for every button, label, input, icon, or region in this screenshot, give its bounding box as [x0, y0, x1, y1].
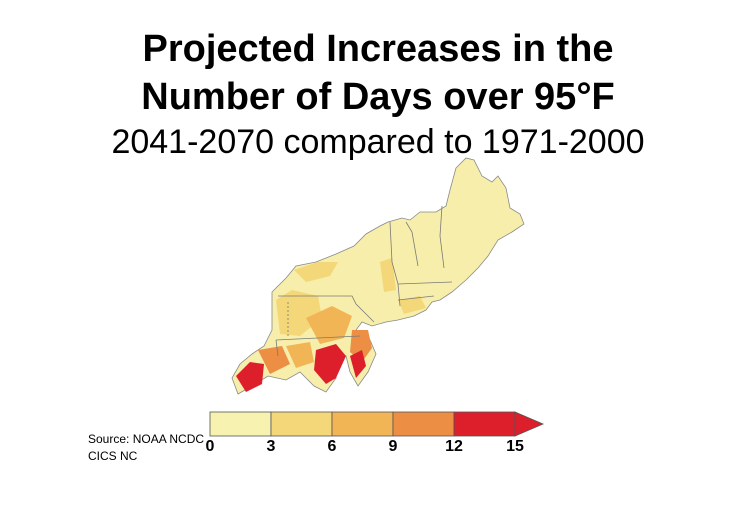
heat-zone-hudson [380, 258, 396, 292]
map-title-line-1: Projected Increases in the [142, 28, 614, 70]
border-ma-south [397, 281, 453, 285]
state-borders [275, 205, 453, 357]
border-vt-nh [405, 221, 419, 267]
heat-zone-wv-mountain [236, 362, 264, 392]
map-title-line-2: Number of Days over 95°F [141, 76, 615, 118]
border-ny-pa [278, 295, 365, 313]
colorbar-segment-4 [453, 411, 516, 437]
colorbar-segment-3 [392, 411, 455, 437]
colorbar-tick-label: 0 [205, 438, 215, 455]
heat-zone-md-west [286, 342, 314, 368]
heat-zone-lake-erie [294, 262, 338, 282]
colorbar-tick-label: 9 [388, 438, 398, 455]
border-pa-md [275, 335, 361, 341]
colorbar-segment-2 [331, 411, 394, 437]
heat-zone-delaware [350, 350, 366, 378]
colorbar-tick-label: 3 [266, 438, 276, 455]
colorbar-tick-label: 15 [506, 438, 524, 455]
source-line-2: CICS NC [88, 449, 138, 463]
colorbar-segment-0 [209, 411, 272, 437]
heat-zone-central [306, 306, 352, 344]
border-nh-me [439, 205, 445, 269]
border-ct-ri [397, 295, 435, 301]
colorbar-tick-label: 6 [327, 438, 337, 455]
heat-zone-ct-coast [398, 296, 426, 314]
border-md-wv [275, 339, 279, 357]
border-nj-ny [363, 311, 375, 323]
colorbar-tick-label: 12 [445, 438, 463, 455]
colorbar-extension-arrow [514, 411, 545, 437]
colorbar-segment-1 [270, 411, 333, 437]
map-region-group [231, 157, 525, 395]
border-ny-ct [397, 283, 401, 307]
border-ny-vt [389, 221, 399, 285]
heat-zone-chesapeake [314, 344, 346, 384]
map-subtitle: 2041-2070 compared to 1971-2000 [111, 123, 645, 161]
colorbar [209, 411, 545, 437]
heat-zone-wv-east [258, 346, 290, 374]
source-line-1: Source: NOAA NCDC [88, 432, 205, 446]
